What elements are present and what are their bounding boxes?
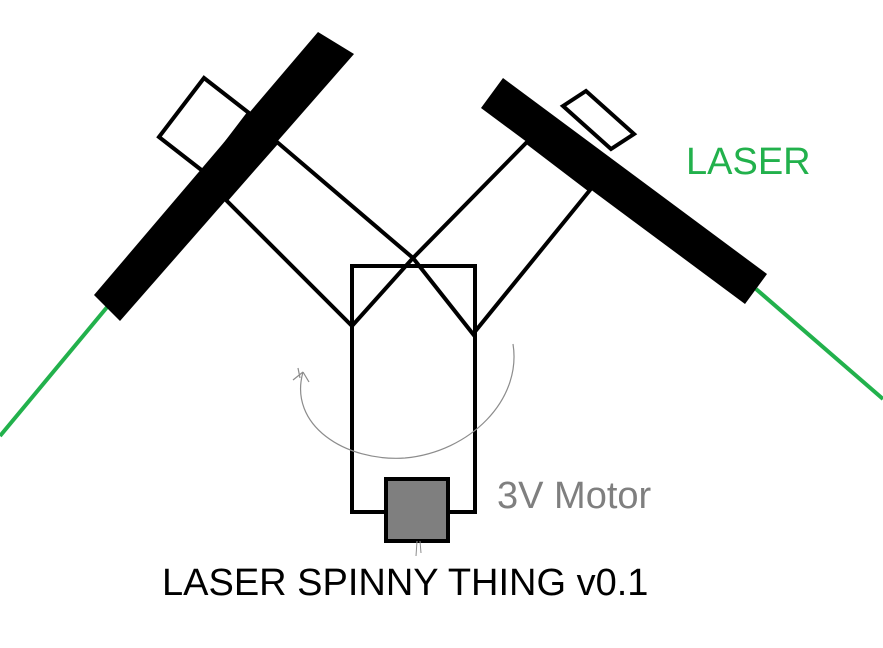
left-laser-body <box>94 32 354 321</box>
right-laser-mount-block <box>559 88 638 152</box>
diagram-title: LASER SPINNY THING v0.1 <box>162 562 649 604</box>
motor-wires <box>415 540 422 557</box>
right-laser-arm <box>410 139 593 338</box>
left-laser-arm <box>223 139 416 329</box>
laser-label: LASER <box>686 141 811 183</box>
motor-label: 3V Motor <box>497 475 652 517</box>
left-laser-mount-block <box>156 75 252 175</box>
right-laser-body <box>481 78 767 304</box>
laser-beam-left <box>0 304 110 438</box>
motor-body <box>384 477 450 543</box>
rotation-arrow-icon <box>292 343 515 459</box>
laser-beam-right <box>754 287 883 401</box>
